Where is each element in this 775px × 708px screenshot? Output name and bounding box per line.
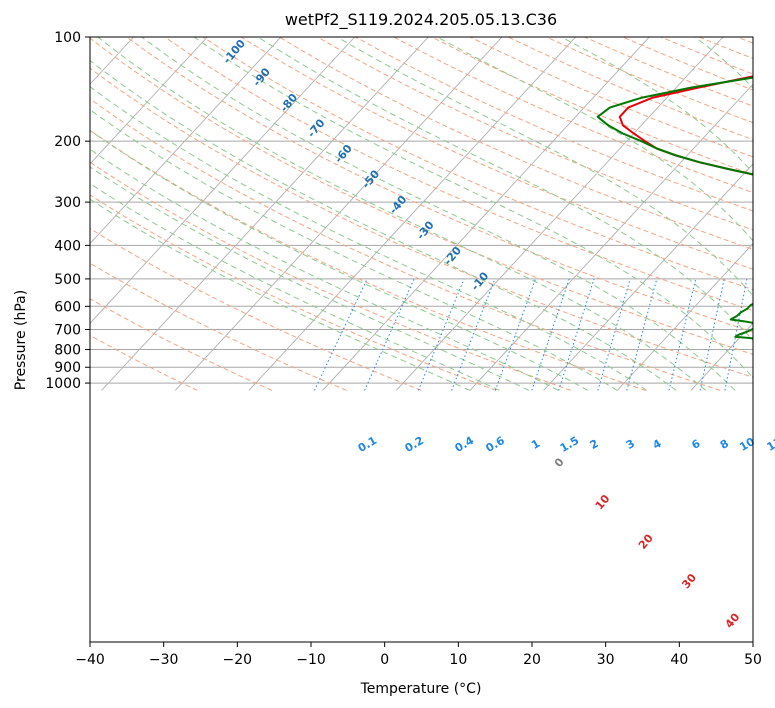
mixing-ratio-line <box>724 278 748 391</box>
x-tick-label: 20 <box>523 652 541 668</box>
dry-adiabat-line <box>90 129 646 391</box>
dry-adiabat-line <box>355 37 753 212</box>
mixing-ratio-line <box>626 278 658 391</box>
moist-adiabat-line <box>90 109 618 391</box>
dry-adiabat-line <box>317 37 753 231</box>
y-tick-label: 600 <box>54 299 81 315</box>
y-tick-label: 1000 <box>45 376 81 392</box>
temperature-profile-line <box>618 75 753 176</box>
background-lines <box>90 37 753 391</box>
dry-adiabat-line <box>90 98 721 391</box>
dry-adiabat-line <box>90 67 753 378</box>
x-tick-label: −20 <box>223 652 253 668</box>
moist-adiabat-line <box>193 37 753 379</box>
y-tick-label: 800 <box>54 343 81 359</box>
plot-frame <box>89 36 754 643</box>
moist-adiabat-line <box>90 198 471 391</box>
isotherm-line <box>101 37 429 391</box>
x-tick-label: 10 <box>449 652 467 668</box>
profile-lines <box>596 75 753 340</box>
isotherm-line <box>174 37 503 391</box>
x-tick-label: −30 <box>149 652 179 668</box>
y-tick-label: 100 <box>54 30 81 46</box>
y-tick-label: 400 <box>54 238 81 254</box>
x-tick-label: −40 <box>75 652 105 668</box>
mixing-ratio-line <box>558 278 595 391</box>
mixing-ratio-line <box>364 278 415 391</box>
dry-adiabat-line <box>90 298 273 391</box>
moist-adiabat-line <box>90 166 530 391</box>
mixing-ratio-line <box>597 278 631 391</box>
dry-adiabat-line <box>90 262 347 391</box>
x-tick-label: 50 <box>744 652 762 668</box>
y-tick-label: 700 <box>54 322 81 338</box>
moist-adiabat-line <box>90 148 559 391</box>
isotherm-line <box>90 37 208 165</box>
isotherm-line <box>248 37 576 391</box>
isotherm-line <box>616 242 753 391</box>
x-axis-label: Temperature (°C) <box>360 681 482 697</box>
isotherm-line <box>395 37 724 391</box>
moist-adiabat-line <box>257 37 753 342</box>
y-tick-label: 200 <box>54 134 81 150</box>
isotherm-line <box>90 37 282 245</box>
chart-title: wetPf2_S119.2024.205.05.13.C36 <box>285 10 557 30</box>
x-tick-label: 30 <box>597 652 615 668</box>
moist-adiabat-line <box>141 37 736 391</box>
y-axis-label: Pressure (hPa) <box>13 290 29 390</box>
x-tick-label: −10 <box>296 652 326 668</box>
dry-adiabat-line <box>126 37 753 333</box>
y-tick-label: 500 <box>54 272 81 288</box>
x-tick-label: 0 <box>380 652 389 668</box>
dry-adiabat-line <box>90 227 422 391</box>
dewpoint-profile-line <box>596 76 753 340</box>
moist-adiabat-line <box>90 86 647 391</box>
mixing-ratio-line <box>668 278 697 391</box>
y-tick-label: 900 <box>54 360 81 376</box>
mixing-ratio-line <box>699 278 725 391</box>
dry-adiabat-line <box>279 37 753 250</box>
moist-adiabat-line <box>97 37 707 391</box>
mixing-ratio-line <box>417 278 465 391</box>
mixing-ratio-label: 13 <box>765 435 775 454</box>
isotherm-line <box>322 37 650 391</box>
mixing-ratio-line <box>313 278 368 391</box>
x-tick-label: 40 <box>670 652 688 668</box>
dry-adiabat-line <box>90 194 497 391</box>
moist-adiabat-line <box>90 59 677 391</box>
isotherm-line <box>469 83 753 391</box>
moist-adiabat-line <box>90 129 589 391</box>
moist-adiabat-line <box>336 37 753 297</box>
dry-adiabat-line <box>90 161 571 391</box>
dry-adiabat-line <box>393 37 753 194</box>
y-tick-label: 300 <box>54 195 81 211</box>
dry-adiabat-line <box>90 37 753 355</box>
